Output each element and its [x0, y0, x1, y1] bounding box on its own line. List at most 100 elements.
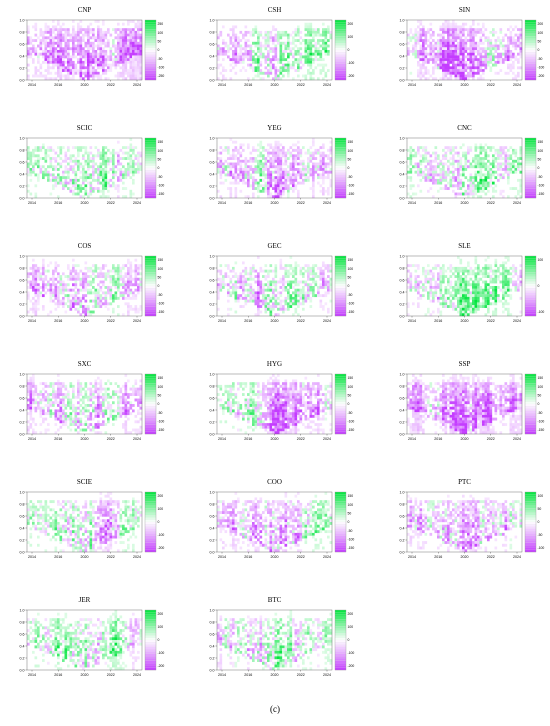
heatmap-cell: [292, 36, 295, 40]
heatmap-cell: [127, 154, 130, 158]
heatmap-cell: [417, 184, 420, 188]
heatmap-cell: [279, 266, 283, 270]
x-tick-label: 2020: [271, 319, 279, 323]
heatmap-cell: [464, 44, 468, 48]
heatmap-cell: [239, 170, 243, 174]
heatmap-cell: [409, 159, 413, 163]
heatmap-cell: [117, 187, 120, 190]
heatmap-cell: [69, 36, 73, 40]
heatmap-cell: [319, 162, 323, 166]
heatmap-cell: [49, 288, 53, 292]
legend-swatch: [524, 191, 537, 194]
heatmap-cell: [329, 36, 333, 40]
legend-swatch: [334, 311, 347, 314]
heatmap-cell: [267, 296, 270, 300]
heatmap-cell: [469, 60, 473, 64]
heatmap-cell: [247, 291, 250, 295]
heatmap-cell: [262, 146, 265, 150]
heatmap-cell: [322, 272, 325, 276]
heatmap-cell: [279, 50, 283, 53]
heatmap-cell: [42, 280, 45, 284]
heatmap-cell: [42, 30, 45, 34]
heatmap-cell: [324, 264, 328, 268]
heatmap-cell: [407, 305, 410, 308]
heatmap-cell: [82, 310, 85, 314]
heatmap-cell: [64, 28, 68, 32]
y-tick-label: 0.2: [400, 66, 405, 70]
heatmap-cell: [52, 50, 55, 53]
heatmap-cell: [37, 148, 40, 152]
heatmap-cell: [34, 25, 38, 29]
heatmap-cell: [427, 294, 430, 298]
heatmap-cell: [314, 30, 318, 34]
heatmap-cell: [319, 266, 323, 270]
legend-tick-label: 150: [348, 140, 354, 144]
x-tick-label: 2022: [107, 319, 115, 323]
heatmap-cell: [104, 299, 108, 303]
heatmap-cell: [419, 30, 423, 34]
heatmap-cell: [104, 165, 108, 169]
heatmap-cell: [499, 154, 503, 158]
heatmap-cell: [44, 28, 48, 32]
heatmap-cell: [459, 162, 463, 166]
heatmap-cell: [244, 170, 248, 174]
heatmap-cell: [57, 69, 60, 72]
heatmap-cell: [102, 266, 105, 270]
heatmap-cell: [457, 277, 460, 281]
heatmap-cell: [439, 283, 443, 287]
heatmap-cell: [79, 77, 83, 81]
heatmap-cell: [469, 189, 473, 193]
heatmap-cell: [52, 176, 55, 180]
heatmap-cell: [489, 170, 493, 174]
heatmap-cell: [234, 272, 238, 276]
heatmap-cell: [74, 176, 78, 180]
heatmap-cell: [449, 148, 453, 152]
heatmap-cell: [64, 170, 68, 174]
heatmap-cell: [32, 310, 35, 314]
heatmap-cell: [302, 291, 305, 295]
heatmap-cell: [289, 33, 293, 37]
heatmap-cell: [454, 25, 458, 29]
heatmap-cell: [472, 184, 475, 188]
heatmap-cell: [274, 157, 278, 160]
heatmap-cell: [479, 168, 483, 171]
heatmap-cell: [52, 294, 55, 298]
heatmap-cell: [442, 296, 445, 300]
heatmap-cell: [284, 157, 288, 160]
heatmap-cell: [482, 63, 485, 67]
legend-swatch: [144, 26, 157, 30]
heatmap-cell: [482, 173, 485, 177]
heatmap-cell: [292, 178, 295, 182]
heatmap-cell: [249, 266, 253, 270]
heatmap-cell: [452, 157, 455, 160]
heatmap-cell: [294, 148, 298, 152]
heatmap-cell: [309, 50, 313, 53]
heatmap-cell: [247, 283, 250, 287]
heatmap-cell: [277, 176, 280, 180]
heatmap-cell: [239, 58, 243, 62]
heatmap-cell: [267, 187, 270, 190]
heatmap-cell: [424, 148, 428, 152]
heatmap-cell: [269, 184, 273, 188]
heatmap-cell: [294, 264, 298, 268]
heatmap-cell: [49, 41, 53, 45]
heatmap-cell: [247, 143, 250, 147]
legend-tick-label: -50: [538, 57, 543, 61]
heatmap-cell: [267, 165, 270, 169]
heatmap-cell: [107, 63, 110, 67]
heatmap-cell: [132, 28, 135, 32]
heatmap-cell: [67, 50, 70, 53]
heatmap-cell: [242, 181, 245, 185]
heatmap-cell: [307, 58, 310, 62]
heatmap-cell: [432, 50, 435, 53]
legend-swatch: [334, 297, 347, 301]
heatmap-cell: [119, 294, 123, 298]
heatmap-cell: [482, 148, 485, 152]
heatmap-cell: [92, 173, 95, 177]
heatmap-cell: [444, 296, 448, 300]
heatmap-cell: [264, 39, 268, 42]
heatmap-cell: [279, 52, 283, 56]
heatmap-cell: [234, 296, 238, 300]
heatmap-cell: [62, 74, 65, 78]
heatmap-cell: [432, 71, 435, 75]
